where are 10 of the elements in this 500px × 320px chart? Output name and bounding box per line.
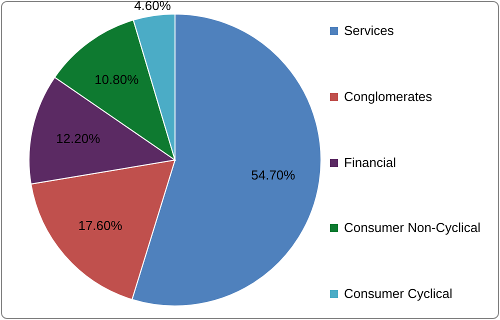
data-label: 54.70% <box>251 167 296 182</box>
legend-label: Financial <box>344 154 398 170</box>
legend-label: Services <box>344 22 395 39</box>
data-label: 10.80% <box>94 72 140 88</box>
legend-label: Consumer Cyclical <box>344 285 454 302</box>
data-label: 12.20% <box>56 130 101 146</box>
legend-label: Consumer Non-Cyclical <box>344 219 482 236</box>
data-label: 4.60% <box>134 0 172 14</box>
data-label: 17.60% <box>78 218 123 233</box>
legend-label: Conglomerates <box>344 88 434 105</box>
